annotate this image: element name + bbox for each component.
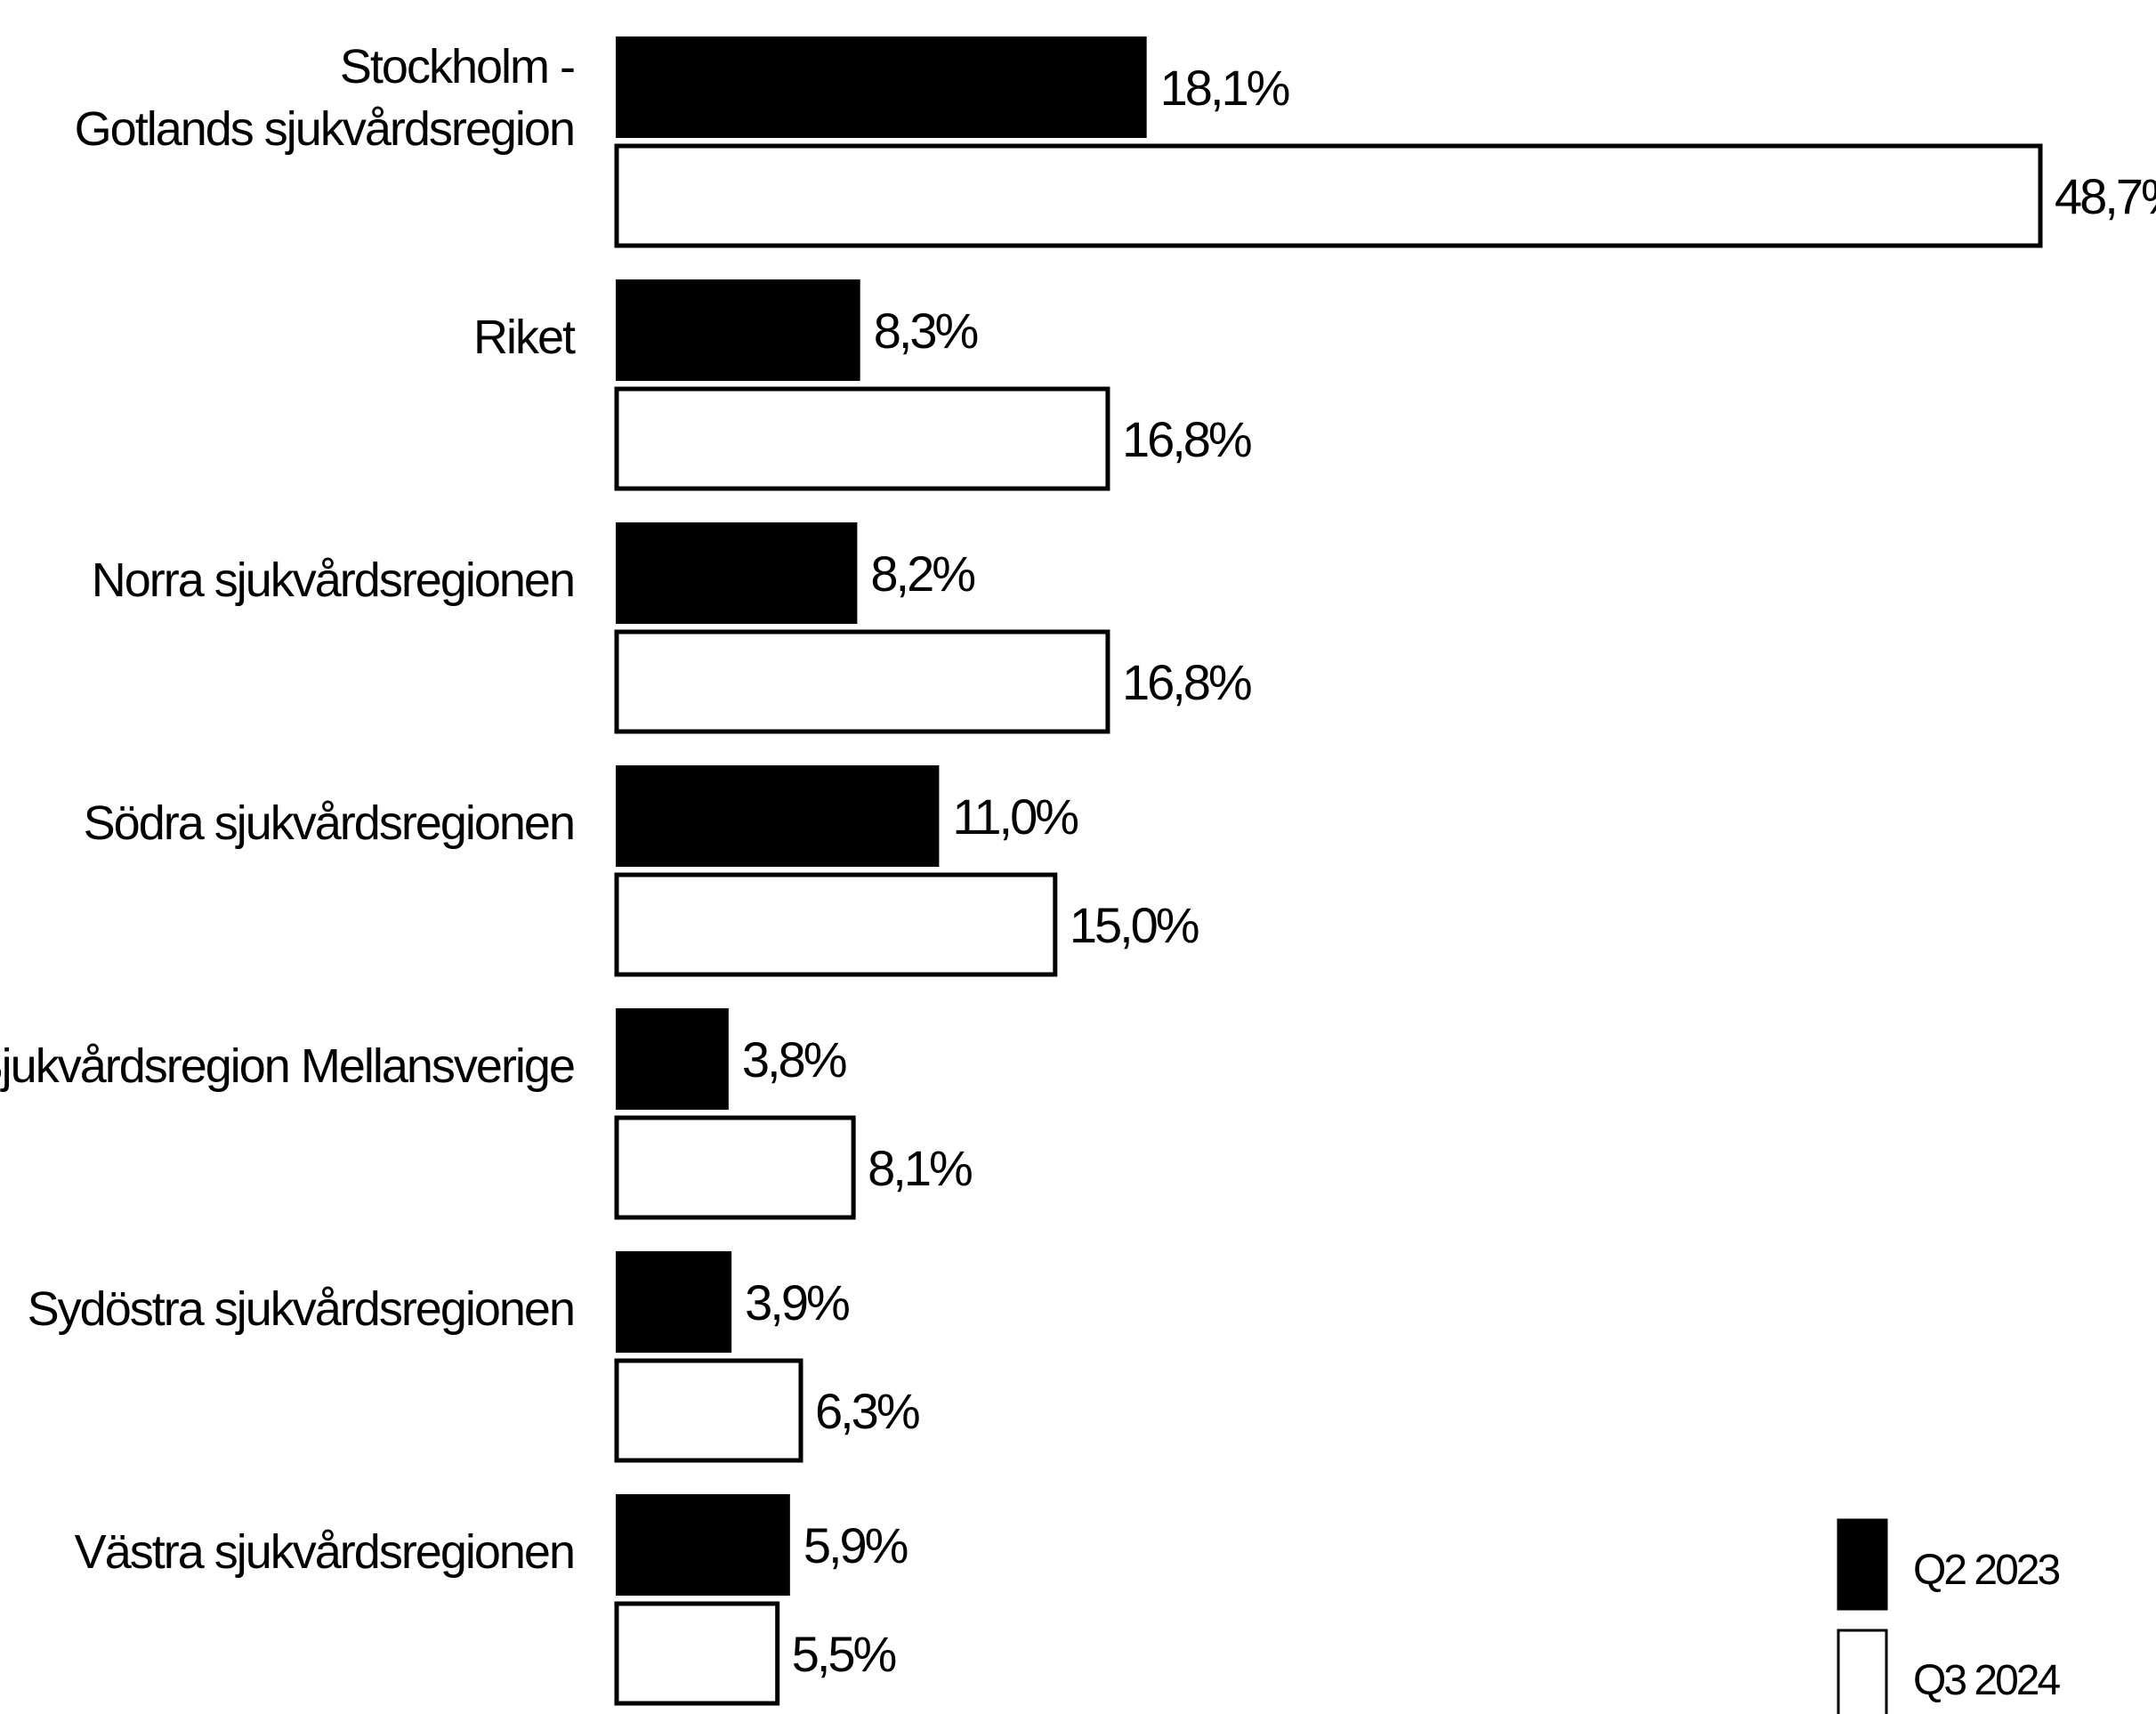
value-label-q3-2024-riket: 16,8% <box>1122 411 1251 467</box>
bar-q2-2023-sydostra-sjukvardsregionen <box>616 1251 732 1353</box>
legend-label-q3-2024: Q3 2024 <box>1913 1657 2060 1704</box>
bar-q2-2023-stockholm-gotlands-sjukvardsregion <box>616 36 1147 138</box>
bar-q3-2024-riket <box>614 386 1110 491</box>
value-label-q2-2023-norra-sjukvardsregionen: 8,2% <box>870 546 974 602</box>
category-label-sodra-sjukvardsregionen: Södra sjukvårdsregionen <box>84 796 574 850</box>
value-label-q3-2024-sodra-sjukvardsregionen: 15,0% <box>1070 897 1199 953</box>
bar-q2-2023-norra-sjukvardsregionen <box>616 522 858 624</box>
category-label-vastra-sjukvardsregionen: Västra sjukvårdsregionen <box>75 1525 574 1579</box>
value-label-q2-2023-sydostra-sjukvardsregionen: 3,9% <box>745 1274 849 1330</box>
value-label-q2-2023-sodra-sjukvardsregionen: 11,0% <box>952 788 1078 845</box>
category-label-riket: Riket <box>473 311 576 364</box>
category-label-stockholm-gotlands-sjukvardsregion-line-1: Stockholm - <box>340 40 574 93</box>
bar-q2-2023-vastra-sjukvardsregionen <box>616 1494 790 1596</box>
bar-q2-2023-sodra-sjukvardsregionen <box>616 765 940 867</box>
value-label-q2-2023-riket: 8,3% <box>874 303 978 359</box>
bar-q2-2023-sjukvardsregion-mellansverige <box>616 1008 729 1110</box>
bar-q3-2024-sydostra-sjukvardsregionen <box>614 1358 803 1463</box>
category-label-sjukvardsregion-mellansverige: Sjukvårdsregion Mellansverige <box>0 1039 574 1093</box>
legend-swatch-q3-2024 <box>1837 1629 1888 1714</box>
bar-q2-2023-riket <box>616 279 860 381</box>
bar-q3-2024-sodra-sjukvardsregionen <box>614 872 1058 977</box>
category-label-sydostra-sjukvardsregionen: Sydöstra sjukvårdsregionen <box>28 1282 574 1336</box>
bar-q3-2024-vastra-sjukvardsregionen <box>614 1601 780 1706</box>
value-label-q3-2024-sydostra-sjukvardsregionen: 6,3% <box>815 1383 919 1439</box>
value-label-q2-2023-vastra-sjukvardsregionen: 5,9% <box>803 1517 908 1573</box>
value-label-q3-2024-stockholm-gotlands-sjukvardsregion: 48,7% <box>2055 168 2156 224</box>
value-label-q3-2024-norra-sjukvardsregionen: 16,8% <box>1122 654 1251 710</box>
value-label-q3-2024-sjukvardsregion-mellansverige: 8,1% <box>868 1140 972 1196</box>
bar-q3-2024-sjukvardsregion-mellansverige <box>614 1115 856 1220</box>
bar-q3-2024-norra-sjukvardsregionen <box>614 629 1110 734</box>
value-label-q2-2023-stockholm-gotlands-sjukvardsregion: 18,1% <box>1160 60 1289 116</box>
category-label-stockholm-gotlands-sjukvardsregion-line-2: Gotlands sjukvårdsregion <box>75 102 574 156</box>
bar-q3-2024-stockholm-gotlands-sjukvardsregion <box>614 143 2043 248</box>
value-label-q3-2024-vastra-sjukvardsregionen: 5,5% <box>792 1626 896 1682</box>
value-label-q2-2023-sjukvardsregion-mellansverige: 3,8% <box>742 1031 846 1087</box>
category-label-norra-sjukvardsregionen: Norra sjukvårdsregionen <box>92 554 574 607</box>
legend-swatch-q2-2023 <box>1837 1518 1888 1611</box>
legend-label-q2-2023: Q2 2023 <box>1913 1547 2059 1594</box>
